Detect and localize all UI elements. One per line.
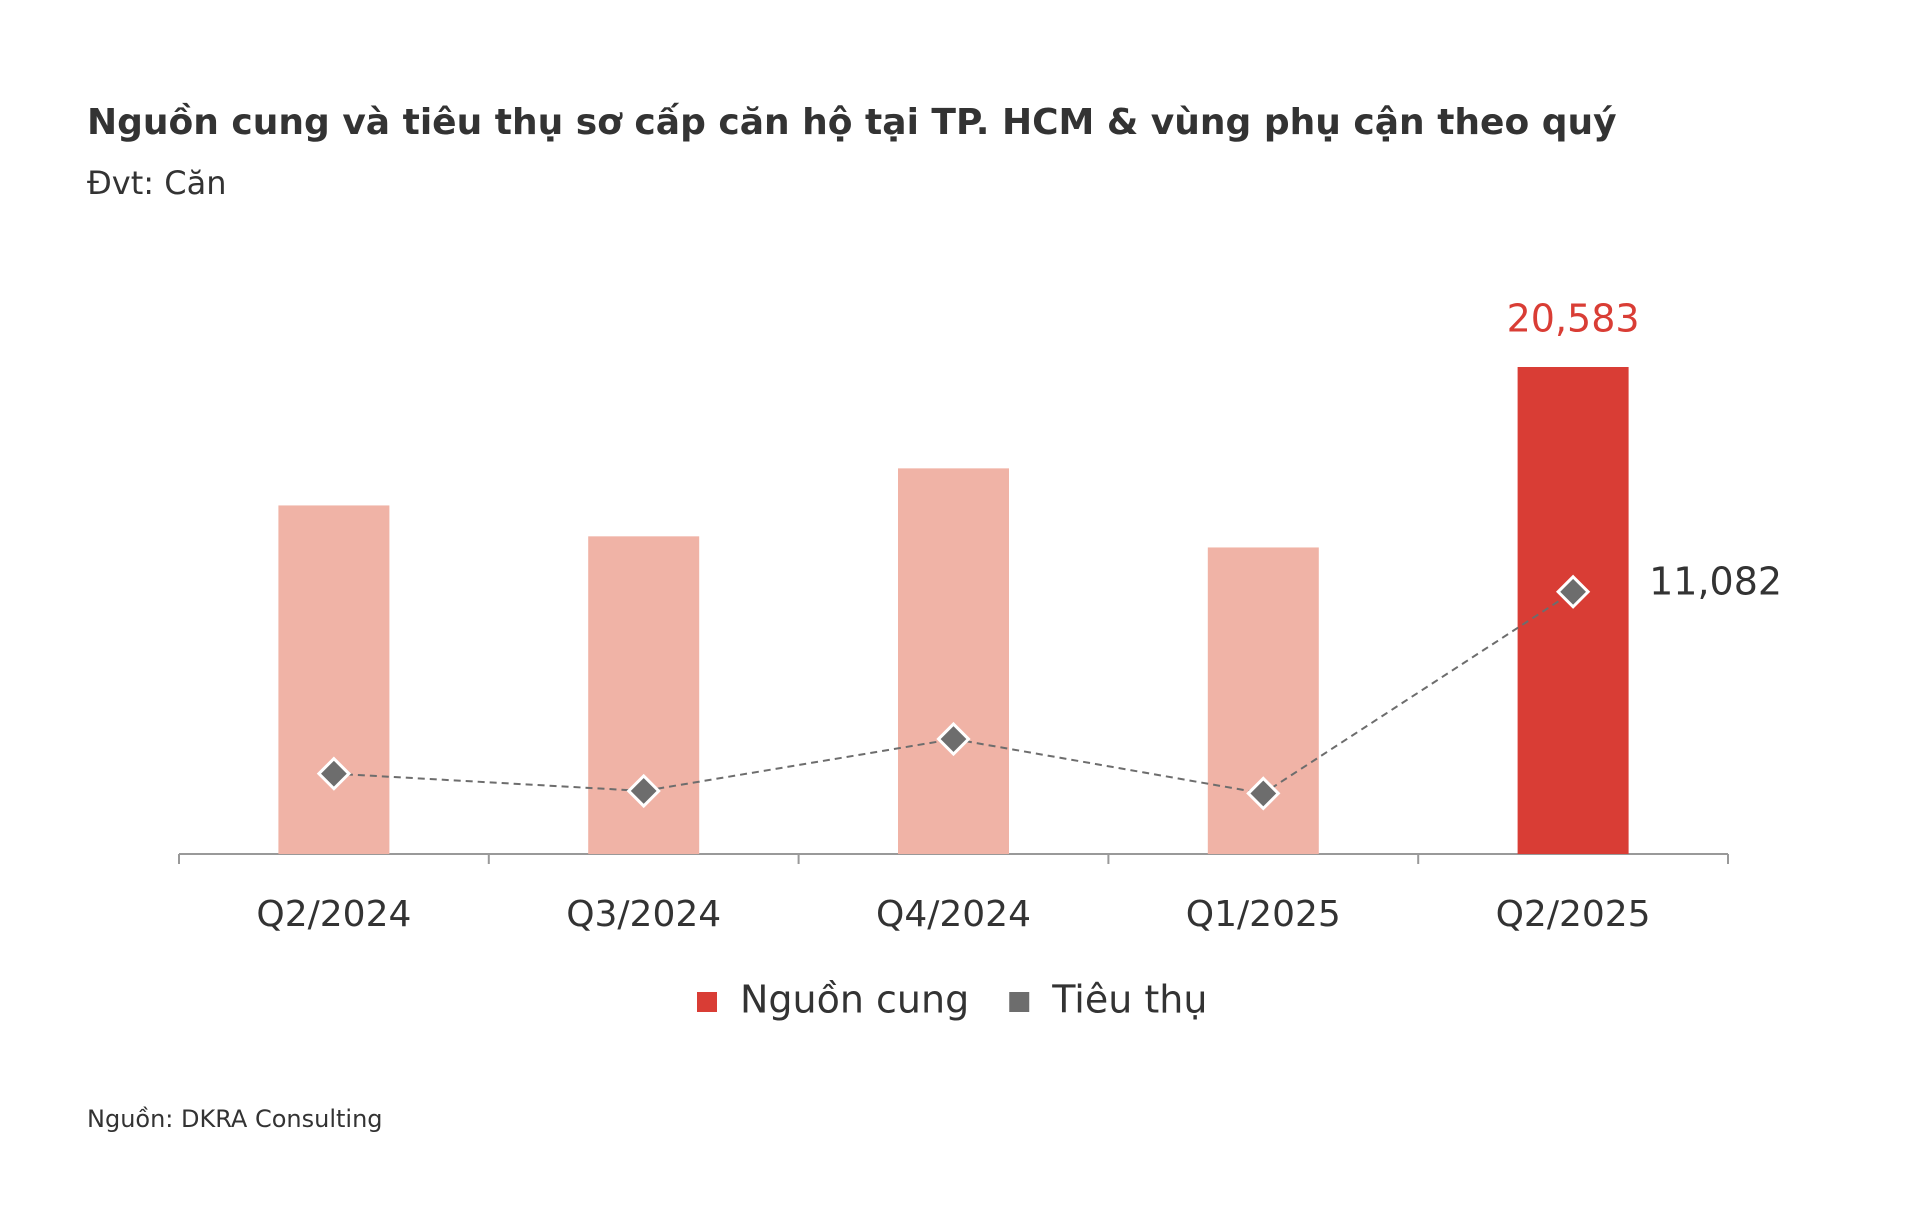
legend-label: Tiêu thụ [1051, 978, 1207, 1022]
legend-swatch [697, 992, 717, 1012]
x-tick-label: Q2/2024 [256, 894, 411, 935]
value-label: 11,082 [1649, 559, 1782, 603]
value-label: 20,583 [1507, 297, 1640, 341]
marker [1246, 776, 1281, 811]
source-note: Nguồn: DKRA Consulting [87, 1105, 383, 1133]
marker [626, 773, 661, 809]
x-tick-label: Q2/2025 [1496, 894, 1651, 935]
x-tick-label: Q4/2024 [876, 894, 1031, 935]
x-tick-label: Q1/2025 [1186, 894, 1341, 935]
marker [1555, 574, 1591, 609]
bar [898, 468, 1009, 854]
legend-swatch [1009, 992, 1030, 1012]
x-tick-label: Q3/2024 [566, 894, 721, 935]
legend-label: Nguồn cung [740, 978, 969, 1022]
bar [1517, 367, 1629, 854]
chart-title: Nguồn cung và tiêu thụ sơ cấp căn hộ tại… [87, 102, 1617, 143]
bar [278, 505, 390, 854]
chart-subtitle: Đvt: Căn [87, 164, 226, 202]
marker [316, 756, 352, 791]
marker [936, 721, 971, 757]
